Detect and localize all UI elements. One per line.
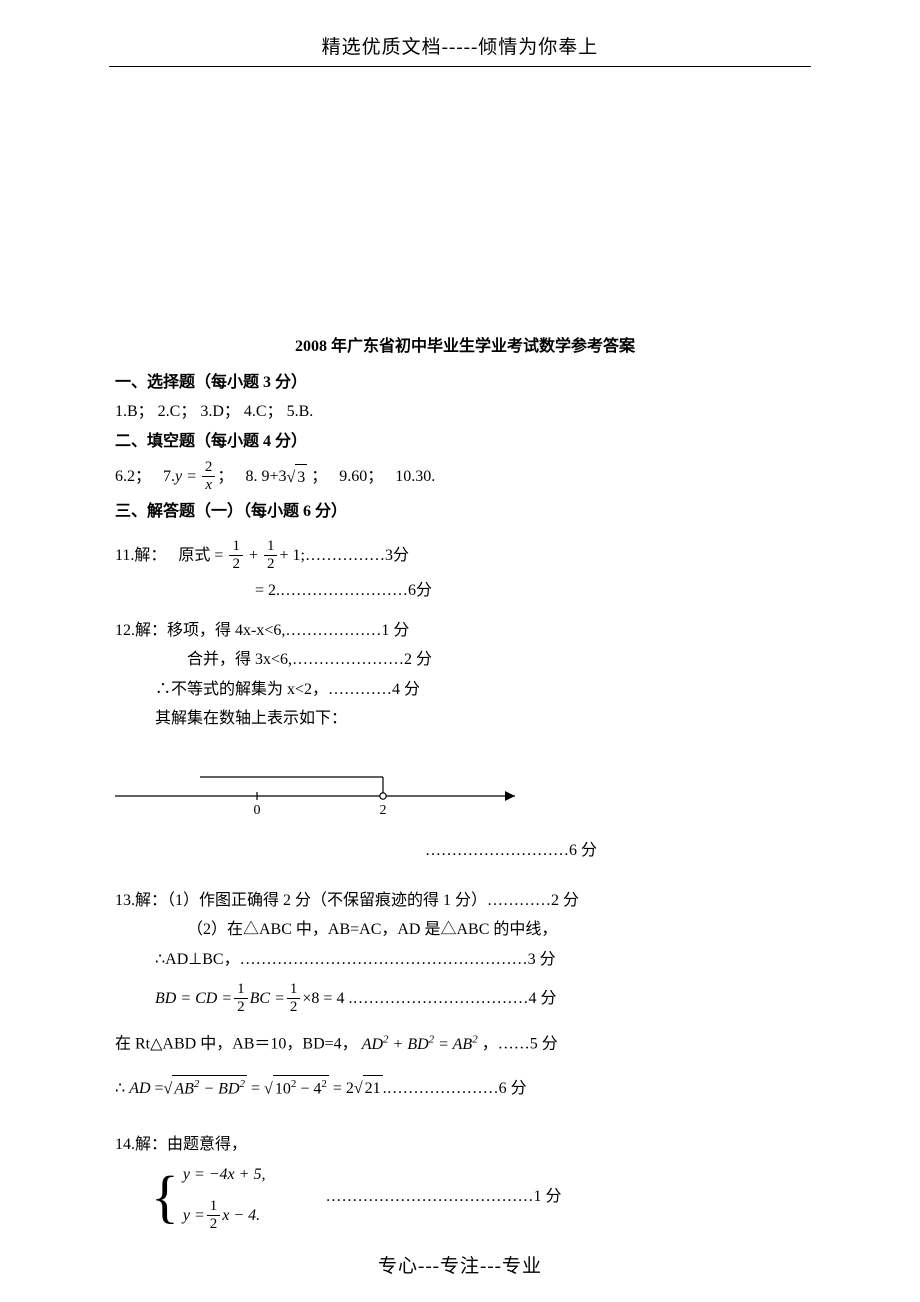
q11-frac2: 1 2 xyxy=(264,539,278,572)
q13-bd-tail: ×8 = 4 .……………………………4 分 xyxy=(302,986,556,1012)
page-footer: 专心---专注---专业 xyxy=(0,1251,920,1278)
q7-y: y = xyxy=(175,464,197,490)
doc-title: 2008 年广东省初中毕业生学业考试数学参考答案 xyxy=(115,334,815,360)
q13-ad-root2: √102 − 42 xyxy=(264,1075,329,1102)
q12-line2: 合并，得 3x<6,…………………2 分 xyxy=(187,647,815,673)
q13-line1: 13.解：（1）作图正确得 2 分（不保留痕迹的得 1 分）…………2 分 xyxy=(115,888,815,914)
section-3-heading: 三、解答题（一）（每小题 6 分） xyxy=(115,499,815,525)
q6: 6.2； xyxy=(115,464,151,490)
q8-sqrt: √3 xyxy=(286,464,307,491)
top-rule xyxy=(109,66,811,67)
q12-line1: 12.解：移项，得 4x-x<6,………………1 分 xyxy=(115,618,815,644)
section-1-heading: 一、选择题（每小题 3 分） xyxy=(115,370,815,396)
q7-fraction: 2 x xyxy=(202,460,216,493)
q11-line1: 11.解： 原式 = 1 2 + 1 2 + 1;……………3分 xyxy=(115,539,815,572)
q14-tail: …………………………………1 分 xyxy=(325,1184,561,1210)
q13-bd-f2: 1 2 xyxy=(287,982,301,1015)
q11-prefix: 11.解： 原式 xyxy=(115,543,210,569)
section-2-heading: 二、填空题（每小题 4 分） xyxy=(115,429,815,455)
q14-system: { y = −4x + 5, y = 1 2 x − 4. …………………………… xyxy=(151,1162,815,1233)
q14-eq2: y = 1 2 x − 4. xyxy=(183,1199,266,1232)
q12-line5: ………………………6 分 xyxy=(425,838,815,864)
q12-line4: 其解集在数轴上表示如下： xyxy=(155,706,815,732)
q7-post: ； xyxy=(217,464,233,490)
q8-post: ； 9.60； 10.30. xyxy=(307,464,435,490)
q7-prefix: 7. xyxy=(163,464,175,490)
q11-line2: = 2.……………………6分 xyxy=(255,578,815,604)
q11-tail: + 1;……………3分 xyxy=(279,543,408,569)
q14-line1: 14.解：由题意得， xyxy=(115,1132,815,1158)
q8-prefix: 8. 9+3 xyxy=(233,464,286,490)
nl-tick-0: 0 xyxy=(254,803,261,818)
q14-eq1: y = −4x + 5, xyxy=(183,1162,266,1188)
number-line-diagram: 0 2 xyxy=(115,760,815,820)
q14-frac: 1 2 xyxy=(207,1199,221,1232)
q13-ad-line: ∴ AD = √AB2 − BD2 = √102 − 42 = 2 √21 .…… xyxy=(115,1075,815,1102)
q13-rt-line: 在 Rt△ABD 中，AB＝10，BD=4， AD2 + BD2 = AB2 ，… xyxy=(115,1031,815,1057)
q13-ad-pre: ∴ AD = xyxy=(115,1076,164,1102)
q13-bd-pre: BD = CD = xyxy=(155,986,232,1012)
q13-line2: （2）在△ABC 中，AB=AC，AD 是△ABC 的中线， xyxy=(187,917,815,943)
nl-tick-2: 2 xyxy=(380,803,387,818)
section-2-answers: 6.2； 7. y = 2 x ； 8. 9+3 √3 ； 9.60； 10.3… xyxy=(115,460,815,493)
q13-bd-f1: 1 2 xyxy=(234,982,248,1015)
document-body: 2008 年广东省初中毕业生学业考试数学参考答案 一、选择题（每小题 3 分） … xyxy=(115,334,815,1232)
q13-ad-tail: .…………………6 分 xyxy=(383,1076,527,1102)
q12-line3: ∴不等式的解集为 x<2，…………4 分 xyxy=(155,677,815,703)
q13-ad-root3: √21 xyxy=(354,1075,383,1102)
section-1-answers: 1.B； 2.C； 3.D； 4.C； 5.B. xyxy=(115,399,815,425)
page-header: 精选优质文档-----倾情为你奉上 xyxy=(0,32,920,59)
q13-ad-root1: √AB2 − BD2 xyxy=(164,1075,247,1102)
q13-bd-line: BD = CD = 1 2 BC = 1 2 ×8 = 4 .………………………… xyxy=(155,982,815,1015)
brace-icon: { xyxy=(151,1168,179,1226)
q11-frac1: 1 2 xyxy=(229,539,243,572)
q11-eq: = xyxy=(210,543,227,569)
q13-line3: ∴AD⊥BC，………………………………………………3 分 xyxy=(155,947,815,973)
